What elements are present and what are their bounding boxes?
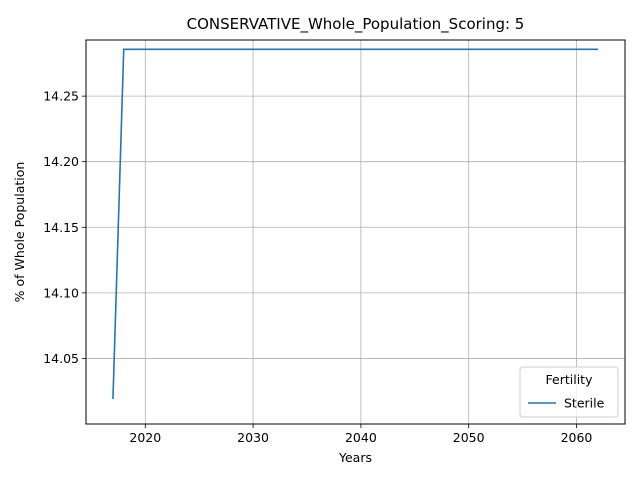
x-axis-title: Years xyxy=(338,450,372,465)
legend-title: Fertility xyxy=(546,372,594,387)
ticks: 2020 2030 2040 2050 2060 14.05 14.10 14.15 14.20… xyxy=(43,89,592,445)
legend-box xyxy=(519,366,619,418)
grid xyxy=(86,40,625,424)
y-tick-label: 14.10 xyxy=(43,285,79,300)
x-tick-label: 2040 xyxy=(345,430,377,445)
x-tick-label: 2060 xyxy=(561,430,593,445)
series-layer xyxy=(112,48,599,400)
chart-title: CONSERVATIVE_Whole_Population_Scoring: 5 xyxy=(187,15,525,34)
x-tick-label: 2030 xyxy=(237,430,269,445)
y-axis-title: % of Whole Population xyxy=(12,162,27,303)
legend-label-sterile: Sterile xyxy=(564,396,605,411)
legend: Fertility Sterile xyxy=(519,366,619,418)
y-tick-label: 14.20 xyxy=(43,154,79,169)
x-tick-label: 2020 xyxy=(129,430,161,445)
y-tick-label: 14.25 xyxy=(43,89,79,104)
plot-frame xyxy=(85,39,626,425)
x-tick-label: 2050 xyxy=(453,430,485,445)
y-tick-label: 14.05 xyxy=(43,351,79,366)
series-line-sterile xyxy=(112,48,599,400)
y-tick-label: 14.15 xyxy=(43,220,79,235)
